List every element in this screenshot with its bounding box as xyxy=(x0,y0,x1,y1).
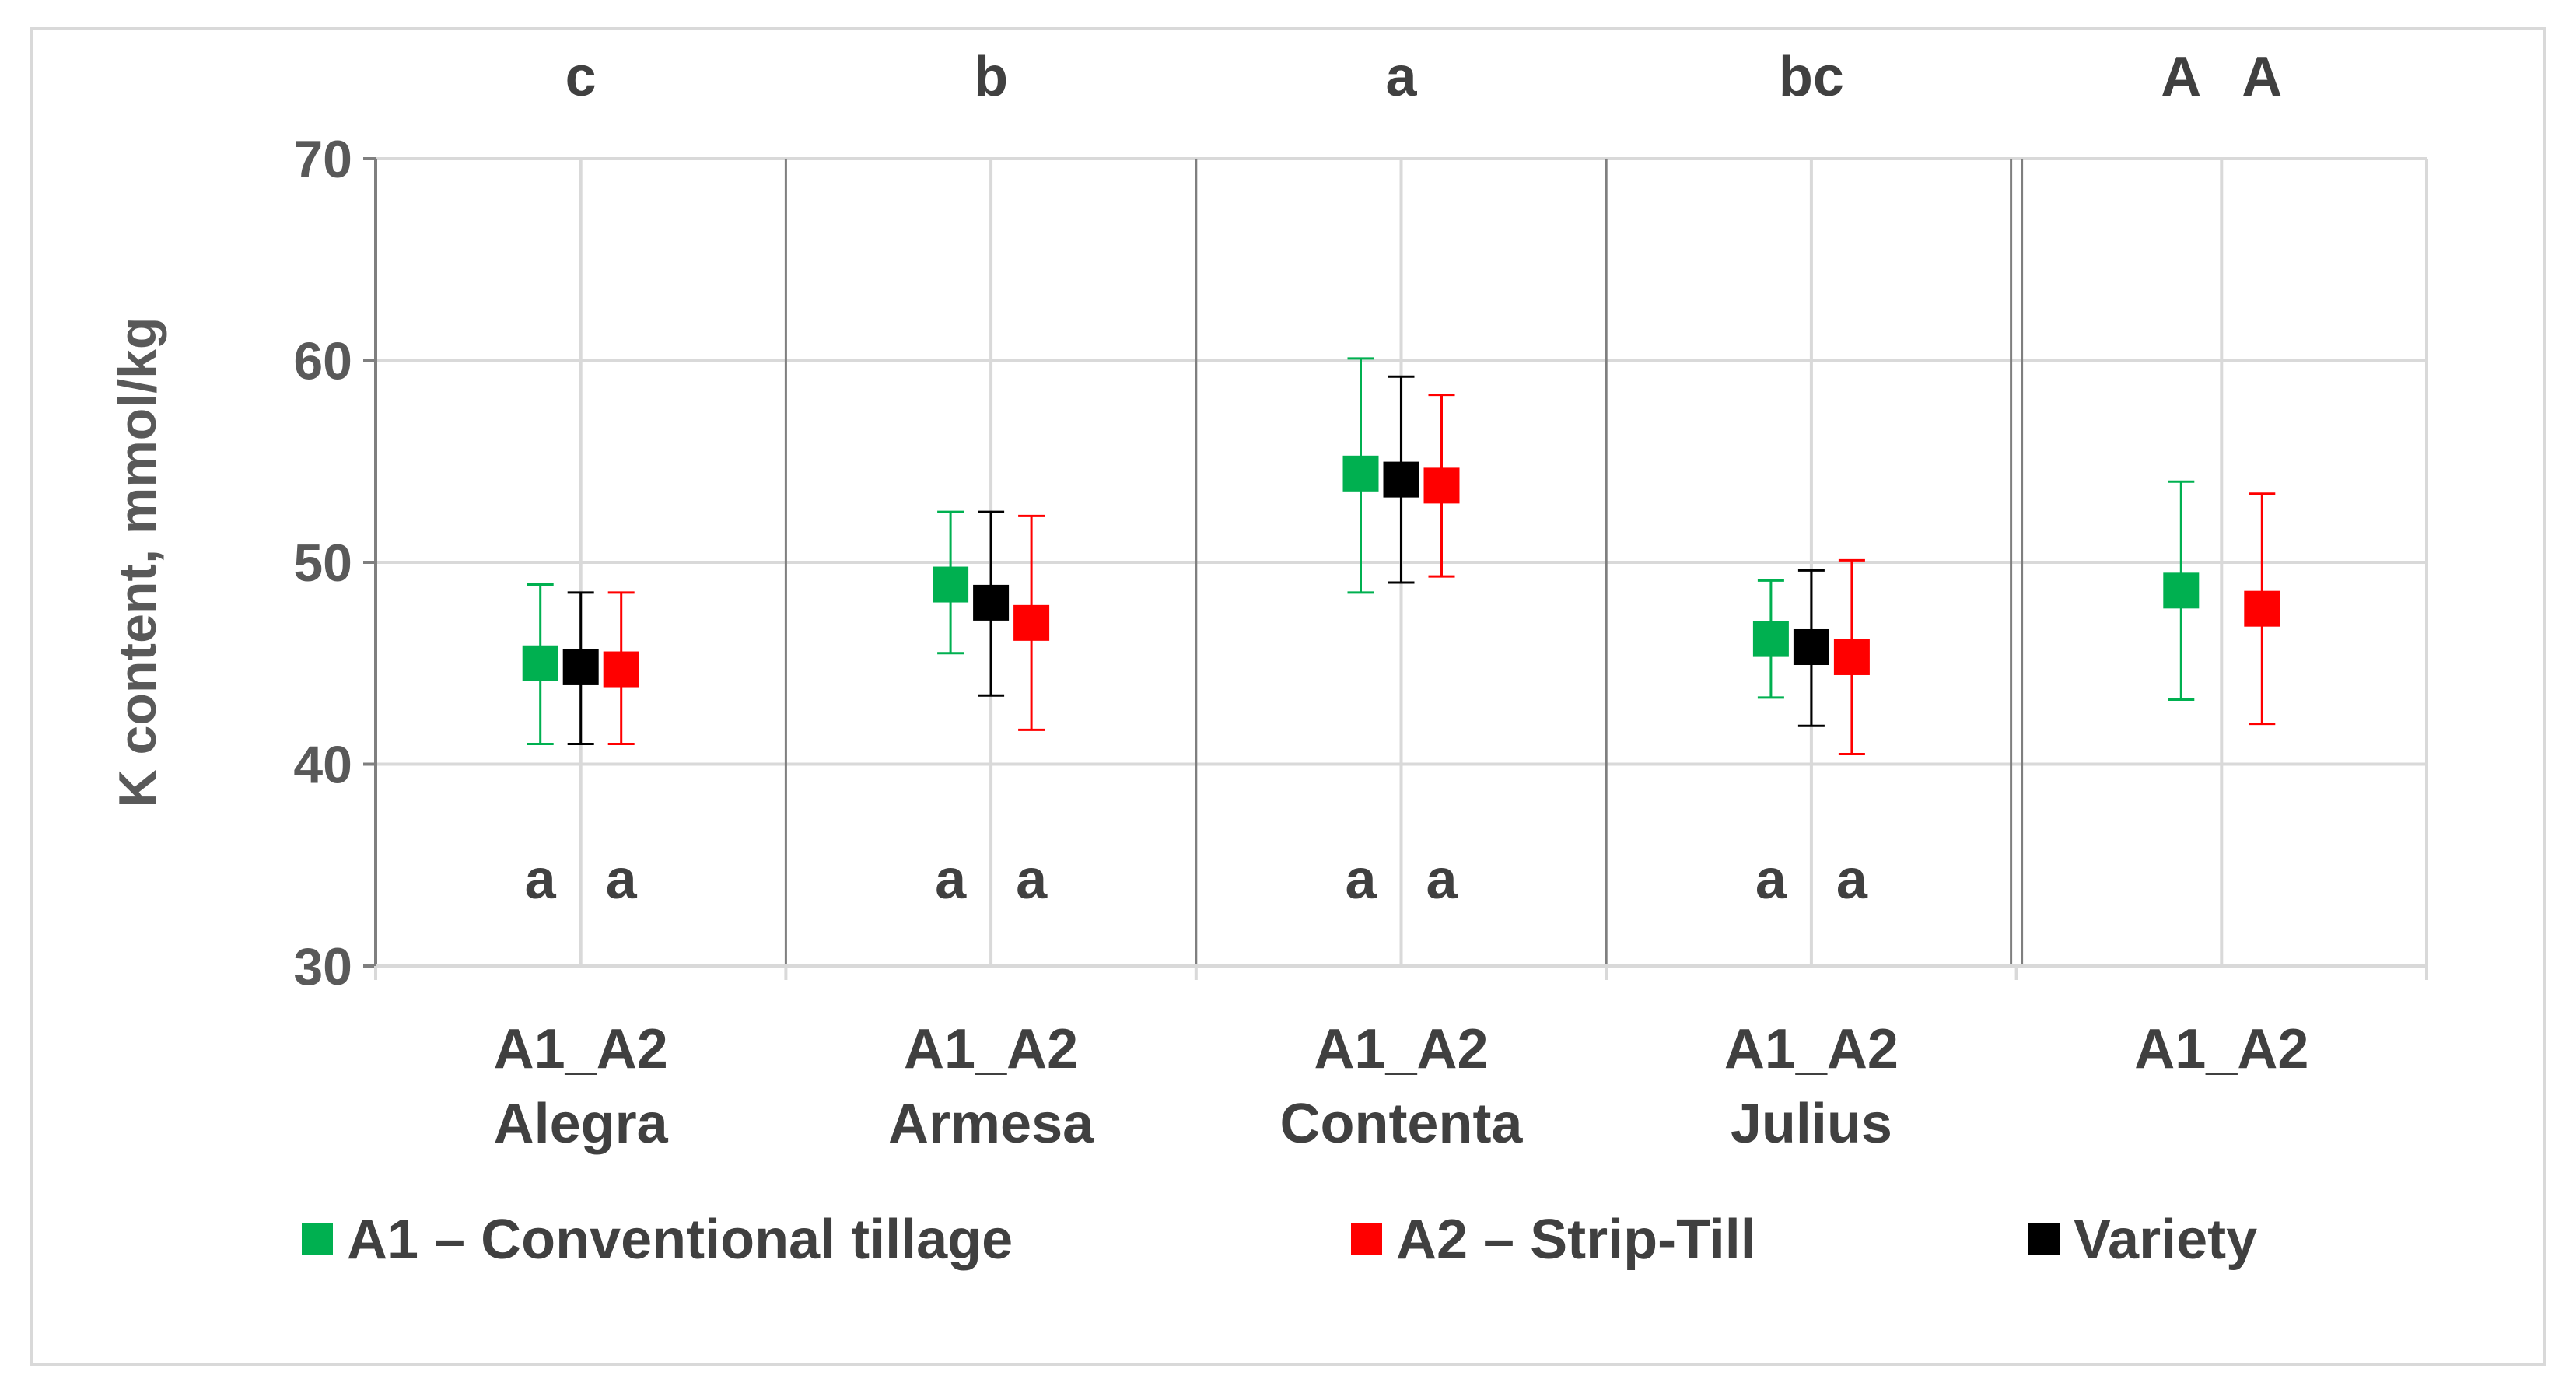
significance-letter: a xyxy=(1836,849,1868,911)
significance-letter: A xyxy=(2242,46,2282,108)
data-point xyxy=(1423,467,1460,504)
data-point xyxy=(1793,628,1829,665)
legend-label: A2 – Strip-Till xyxy=(1396,1209,1756,1271)
data-point xyxy=(603,651,639,688)
legend: A1 – Conventional tillage A2 – Strip-Till… xyxy=(302,1209,2257,1271)
significance-letter: a xyxy=(935,849,967,911)
data-point xyxy=(933,566,969,603)
legend-swatch xyxy=(302,1223,333,1255)
group-dividers xyxy=(784,159,2024,966)
y-tick-label: 40 xyxy=(293,736,352,795)
x-category-label: A1_A2 xyxy=(2134,1018,2308,1080)
x-category-label: Armesa xyxy=(888,1093,1094,1155)
y-tick-label: 70 xyxy=(293,130,352,189)
text-labels: 30 40 50 60 70 K content, mmol/kg A1_A2 Alegra c… xyxy=(108,46,2308,1155)
legend-swatch xyxy=(1351,1223,1382,1255)
x-category-label: A1_A2 xyxy=(494,1018,668,1080)
y-tick-label: 60 xyxy=(293,332,352,391)
x-category-label: Alegra xyxy=(494,1093,669,1155)
x-category-label: A1_A2 xyxy=(1314,1018,1488,1080)
significance-letter: bc xyxy=(1779,46,1844,108)
y-tick-label: 30 xyxy=(293,937,352,996)
x-category-label: A1_A2 xyxy=(904,1018,1078,1080)
data-point xyxy=(1013,604,1050,641)
significance-letter: b xyxy=(974,46,1008,108)
legend-label: Variety xyxy=(2074,1209,2257,1271)
significance-letter: A xyxy=(2161,46,2201,108)
data-point xyxy=(562,649,599,685)
significance-letter: a xyxy=(1345,849,1377,911)
legend-label: A1 – Conventional tillage xyxy=(347,1209,1013,1271)
data-point xyxy=(1833,639,1870,675)
x-category-label: A1_A2 xyxy=(1724,1018,1899,1080)
chart-frame xyxy=(30,27,2546,1366)
axes xyxy=(363,157,2428,980)
significance-letter: a xyxy=(606,849,638,911)
significance-letter: a xyxy=(1016,849,1048,911)
data-point xyxy=(1752,621,1789,657)
significance-letter: a xyxy=(1755,849,1787,911)
x-category-label: Julius xyxy=(1731,1093,1892,1155)
significance-letter: a xyxy=(1426,849,1458,911)
data-point xyxy=(1342,455,1379,492)
x-category-label: Contenta xyxy=(1280,1093,1524,1155)
data-point xyxy=(973,584,1010,621)
data-marks xyxy=(522,357,2280,756)
y-tick-label: 50 xyxy=(293,534,352,593)
data-point xyxy=(522,645,558,681)
significance-letter: a xyxy=(525,849,557,911)
y-axis-title: K content, mmol/kg xyxy=(108,317,167,808)
data-point xyxy=(1383,461,1419,498)
legend-swatch xyxy=(2028,1223,2060,1255)
significance-letter: c xyxy=(565,46,597,108)
significance-letter: a xyxy=(1385,46,1417,108)
data-point xyxy=(2244,590,2280,627)
data-point xyxy=(2163,572,2200,609)
